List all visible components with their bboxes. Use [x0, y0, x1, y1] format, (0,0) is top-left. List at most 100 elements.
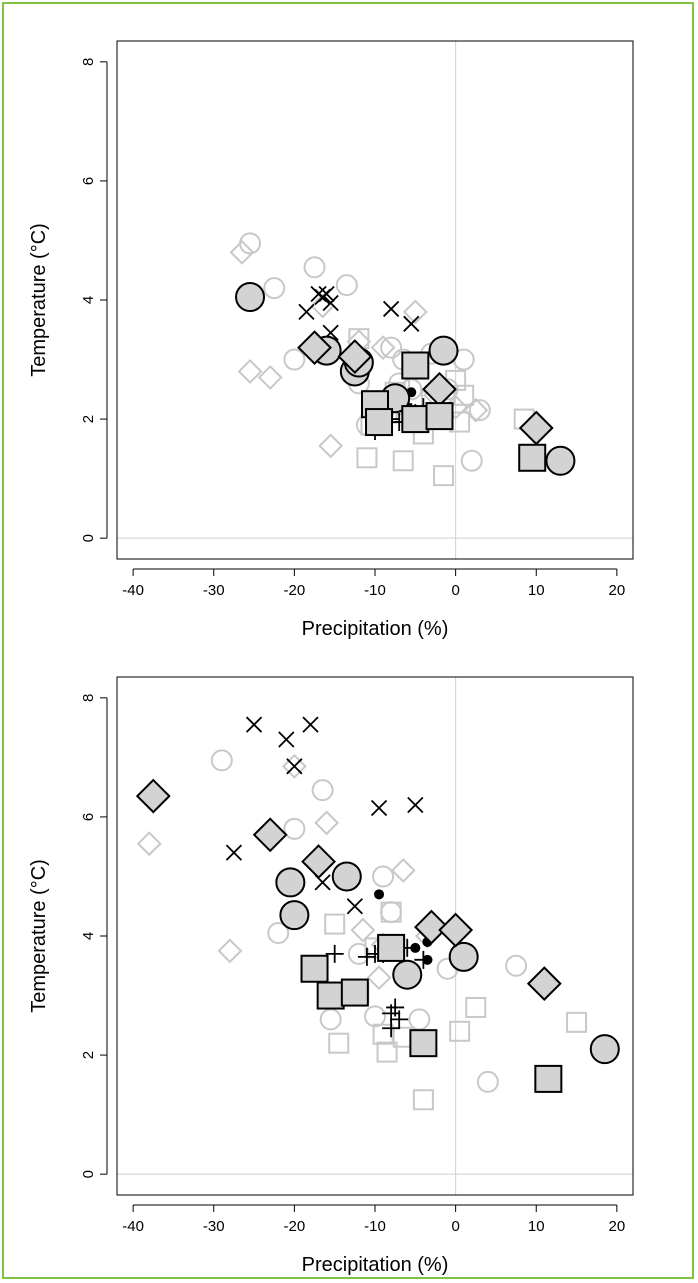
- marker-open-diamond: [318, 433, 344, 459]
- x-tick-label: 10: [528, 1218, 545, 1235]
- y-axis-title: Temperature (°C): [28, 859, 50, 1013]
- y-tick-label: 4: [80, 932, 97, 940]
- y-axis-title: Temperature (°C): [28, 223, 50, 377]
- marker-cross: [298, 303, 315, 321]
- marker-open-square: [566, 1011, 588, 1033]
- marker-open-diamond: [350, 917, 376, 943]
- marker-filled-diamond: [337, 339, 373, 374]
- marker-filled-circle: [428, 335, 459, 366]
- marker-open-circle: [505, 954, 528, 977]
- marker-filled-diamond: [301, 844, 336, 879]
- marker-open-circle: [335, 274, 358, 297]
- marker-plus: [386, 998, 405, 1017]
- marker-dot: [410, 942, 421, 953]
- marker-filled-square: [340, 978, 369, 1007]
- marker-filled-diamond: [297, 330, 332, 366]
- marker-open-circle: [311, 779, 334, 802]
- marker-cross: [286, 758, 303, 775]
- marker-filled-circle: [275, 867, 306, 898]
- marker-cross: [370, 799, 388, 817]
- marker-open-square: [412, 1089, 434, 1111]
- marker-open-square: [449, 1020, 471, 1042]
- marker-dot: [422, 954, 433, 965]
- x-tick-label: -40: [122, 582, 144, 599]
- marker-cross: [302, 716, 319, 733]
- x-axis-title: Precipitation (%): [302, 618, 449, 640]
- x-tick-label: -40: [122, 1218, 144, 1235]
- marker-open-square: [453, 384, 475, 406]
- marker-open-diamond: [370, 335, 396, 361]
- marker-open-circle: [267, 922, 290, 945]
- markers: [135, 716, 620, 1111]
- y-tick-label: 0: [80, 1170, 97, 1178]
- marker-cross: [278, 731, 295, 748]
- x-tick-label: -10: [364, 582, 386, 599]
- x-tick-label: 0: [451, 582, 459, 599]
- x-tick-label: 10: [528, 582, 545, 599]
- marker-open-diamond: [366, 965, 392, 991]
- marker-plus: [382, 1019, 401, 1038]
- marker-filled-square: [300, 954, 329, 983]
- plot-area: [116, 676, 634, 1196]
- marker-filled-circle: [331, 861, 362, 892]
- marker-filled-square: [377, 933, 406, 962]
- marker-open-circle: [303, 256, 326, 279]
- y-tick-label: 6: [80, 813, 97, 821]
- marker-open-square: [328, 1032, 350, 1054]
- marker-open-diamond: [402, 299, 428, 325]
- marker-filled-diamond: [414, 909, 449, 945]
- marker-filled-circle: [279, 900, 310, 931]
- marker-open-circle: [210, 749, 233, 772]
- marker-open-circle: [468, 399, 491, 422]
- marker-open-square: [324, 913, 346, 935]
- x-tick-label: -20: [284, 582, 306, 599]
- y-tick-label: 8: [80, 694, 97, 702]
- marker-filled-circle: [448, 941, 479, 972]
- marker-open-circle: [380, 336, 403, 359]
- marker-cross: [382, 300, 400, 318]
- marker-filled-diamond: [252, 817, 288, 853]
- marker-open-square: [376, 1041, 398, 1063]
- marker-filled-square: [401, 351, 430, 380]
- y-tick-label: 4: [80, 296, 97, 304]
- marker-plus: [325, 944, 344, 963]
- marker-open-diamond: [281, 753, 307, 779]
- marker-cross: [245, 716, 263, 733]
- marker-filled-circle: [545, 445, 576, 476]
- marker-filled-square: [365, 408, 394, 437]
- marker-cross: [407, 796, 424, 814]
- marker-filled-circle: [235, 282, 266, 313]
- marker-plus: [357, 947, 376, 966]
- marker-open-circle: [263, 277, 286, 300]
- scatter-chart-top: -40 -30 -20 -10 0 10 20 0 2 4 6 8 Precipitation (%) T…: [28, 40, 634, 640]
- plot-area: [116, 40, 634, 560]
- marker-open-diamond: [237, 359, 263, 384]
- marker-filled-circle: [589, 1034, 620, 1065]
- marker-filled-square: [409, 1029, 438, 1058]
- y-tick-label: 0: [80, 534, 97, 542]
- marker-open-square: [372, 1023, 394, 1045]
- marker-dot: [374, 889, 385, 900]
- marker-plus: [390, 1010, 409, 1029]
- marker-open-square: [380, 901, 402, 923]
- marker-filled-diamond: [135, 778, 171, 814]
- marker-open-diamond: [463, 397, 489, 423]
- x-tick-label: 20: [609, 582, 626, 599]
- marker-filled-diamond: [438, 912, 474, 948]
- marker-cross: [318, 285, 335, 303]
- markers: [229, 232, 576, 487]
- marker-open-circle: [460, 449, 483, 472]
- x-tick-label: -30: [203, 1218, 225, 1235]
- y-tick-label: 2: [80, 415, 97, 423]
- marker-open-square: [433, 465, 455, 487]
- x-tick-label: 0: [451, 1218, 459, 1235]
- marker-cross: [346, 898, 363, 915]
- marker-filled-square: [534, 1064, 563, 1093]
- marker-open-circle: [283, 817, 306, 840]
- marker-cross: [322, 294, 339, 312]
- scatter-chart-bottom: -40 -30 -20 -10 0 10 20 0 2 4 6 8 Precipitation (%) T…: [28, 676, 634, 1276]
- marker-filled-diamond: [518, 410, 554, 446]
- marker-open-circle: [372, 865, 395, 888]
- marker-cross: [225, 844, 243, 861]
